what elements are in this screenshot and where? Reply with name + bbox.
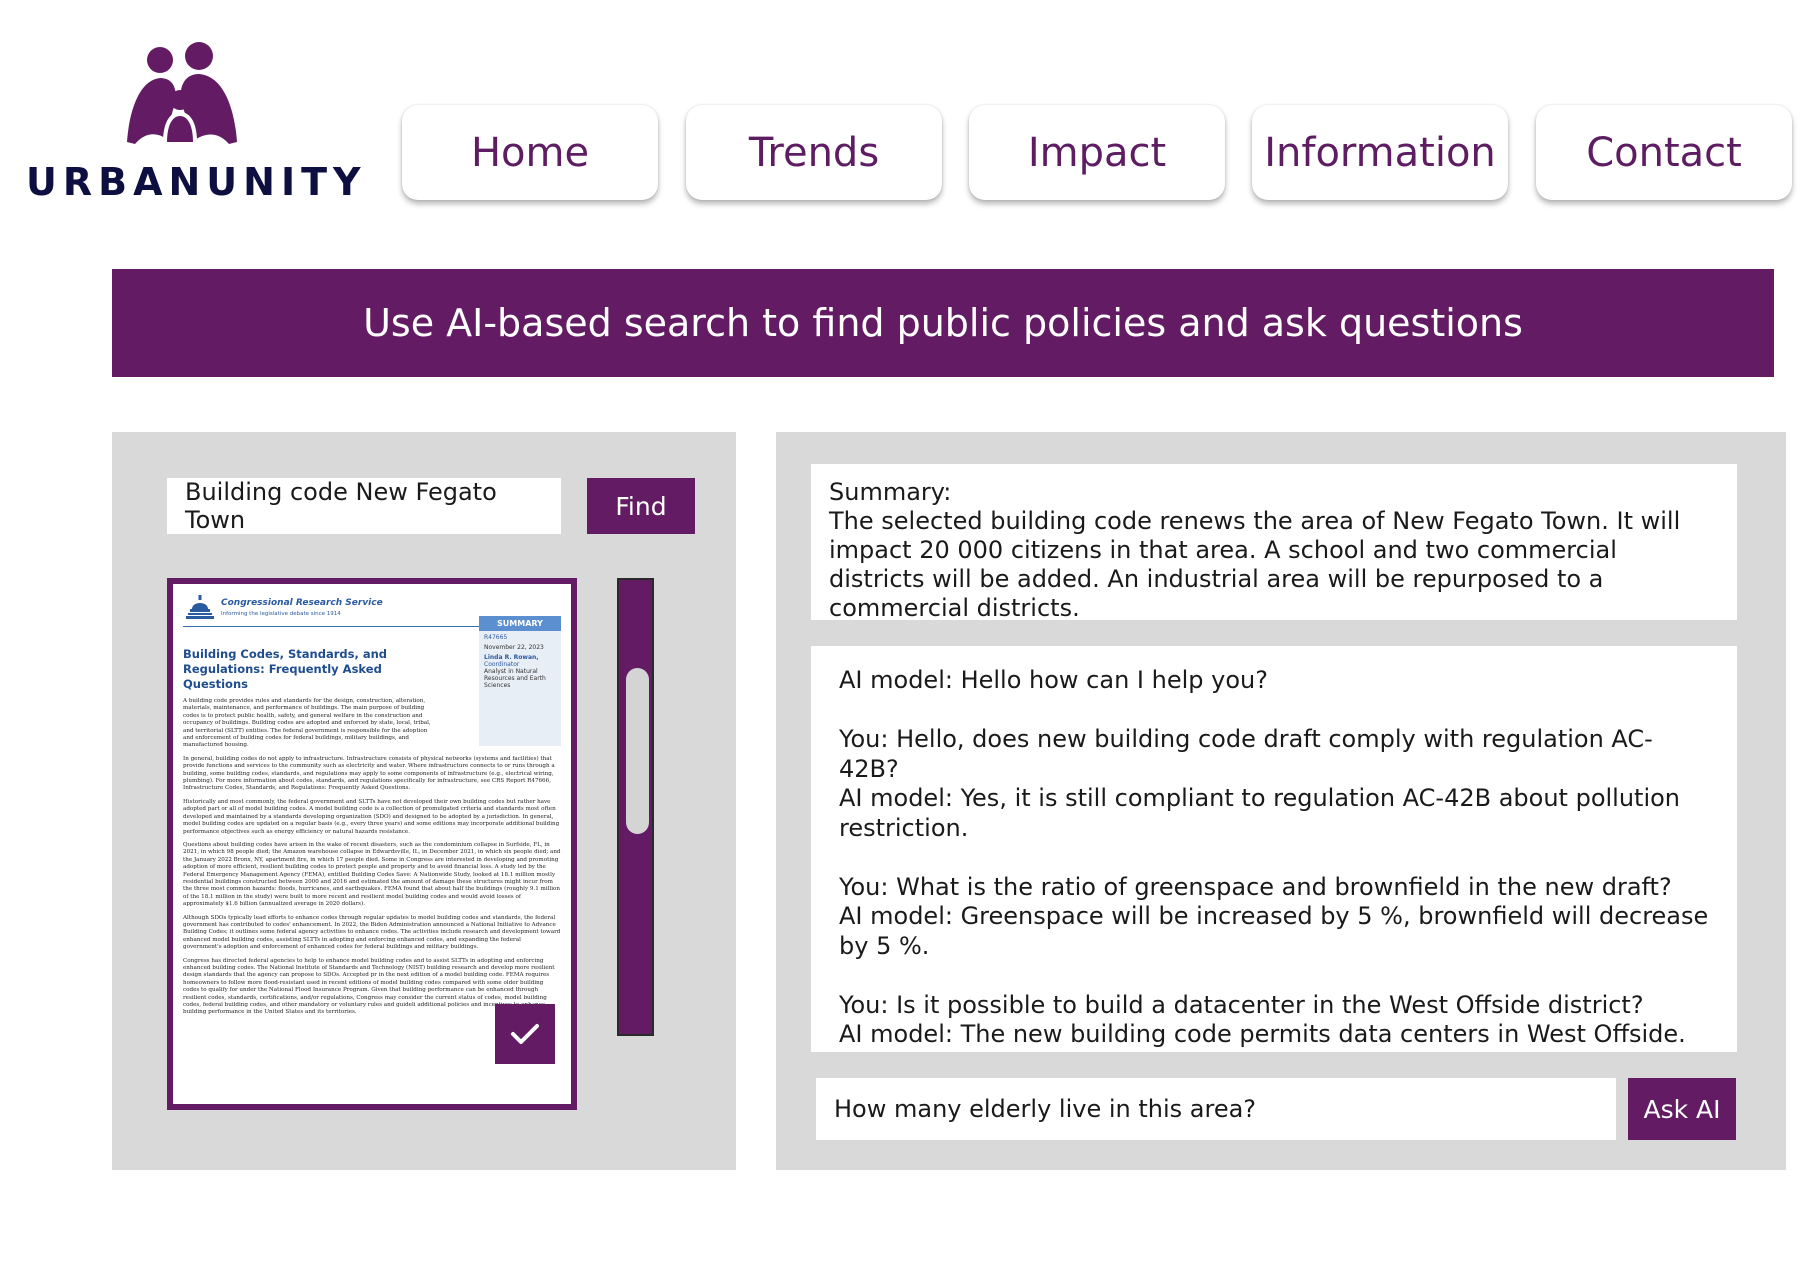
- chat-message: You: Hello, does new building code draft…: [839, 725, 1653, 783]
- chat-message: AI model: Hello how can I help you?: [839, 666, 1268, 694]
- select-document-checkbox[interactable]: [495, 1004, 555, 1064]
- search-input-value: Building code New Fegato Town: [185, 478, 497, 534]
- chat-message: You: Is it possible to build a datacente…: [839, 990, 1644, 1019]
- document-search-panel: Building code New Fegato Town Find Congr…: [112, 432, 736, 1170]
- nav-contact[interactable]: Contact: [1536, 105, 1792, 200]
- nav-home[interactable]: Home: [402, 105, 658, 200]
- banner-text: Use AI-based search to find public polic…: [363, 301, 1523, 345]
- nav-impact[interactable]: Impact: [969, 105, 1225, 200]
- nav-information[interactable]: Information: [1252, 105, 1508, 200]
- family-logo-icon: [127, 42, 237, 144]
- summary-text: The selected building code renews the ar…: [829, 507, 1681, 620]
- document-author-title: Analyst in Natural Resources and Earth S…: [484, 668, 546, 689]
- ai-chat-panel: Summary: The selected building code rene…: [776, 432, 1786, 1170]
- ask-ai-button[interactable]: Ask AI: [1628, 1078, 1736, 1140]
- document-summary-label: SUMMARY: [479, 616, 561, 631]
- summary-box: Summary: The selected building code rene…: [811, 464, 1737, 620]
- document-paragraph: Questions about building codes have aris…: [183, 841, 561, 908]
- search-input[interactable]: Building code New Fegato Town: [167, 478, 561, 534]
- document-header: Congressional Research Service Informing…: [183, 592, 561, 627]
- nav-trends[interactable]: Trends: [686, 105, 942, 200]
- document-paragraph: Although SDOs typically lead efforts to …: [183, 914, 561, 951]
- document-title: Building Codes, Standards, and Regulatio…: [183, 647, 388, 691]
- document-date: November 22, 2023: [484, 644, 544, 651]
- document-tagline: Informing the legislative debate since 1…: [221, 611, 341, 617]
- document-author: Linda R. Rowan,: [484, 654, 539, 661]
- summary-label: Summary:: [829, 478, 952, 506]
- ask-input-value: How many elderly live in this area?: [834, 1095, 1257, 1123]
- chat-message: You: What is the ratio of greenspace and…: [839, 872, 1672, 901]
- document-paragraph: Historically and most commonly, the fede…: [183, 798, 560, 835]
- chat-message: AI model: The new building code permits …: [839, 1020, 1686, 1048]
- logo-text: URBANUNITY: [26, 160, 367, 204]
- document-preview-frame: Congressional Research Service Informing…: [167, 578, 577, 1110]
- chat-history: AI model: Hello how can I help you? You:…: [811, 646, 1737, 1052]
- document-summary-box: SUMMARY R47665 November 22, 2023 Linda R…: [479, 616, 561, 746]
- document-paragraph: Congress has directed federal agencies t…: [183, 957, 555, 1016]
- checkmark-icon: [511, 1024, 539, 1044]
- document-paragraph: In general, building codes do not apply …: [183, 755, 555, 792]
- document-org: Congressional Research Service: [221, 598, 383, 608]
- document-paragraph: A building code provides rules and stand…: [183, 698, 431, 749]
- chat-message: AI model: Yes, it is still compliant to …: [839, 784, 1681, 842]
- find-button[interactable]: Find: [587, 478, 695, 534]
- capitol-dome-icon: [186, 595, 214, 619]
- chat-message: AI model: Greenspace will be increased b…: [839, 902, 1709, 960]
- document-report-id: R47665: [484, 634, 508, 641]
- banner: Use AI-based search to find public polic…: [112, 269, 1774, 377]
- ask-input[interactable]: How many elderly live in this area?: [816, 1078, 1616, 1140]
- document-author-role: Coordinator: [484, 661, 520, 668]
- logo[interactable]: URBANUNITY: [22, 42, 361, 204]
- document-scrollbar[interactable]: [617, 578, 654, 1036]
- scrollbar-thumb[interactable]: [626, 668, 649, 834]
